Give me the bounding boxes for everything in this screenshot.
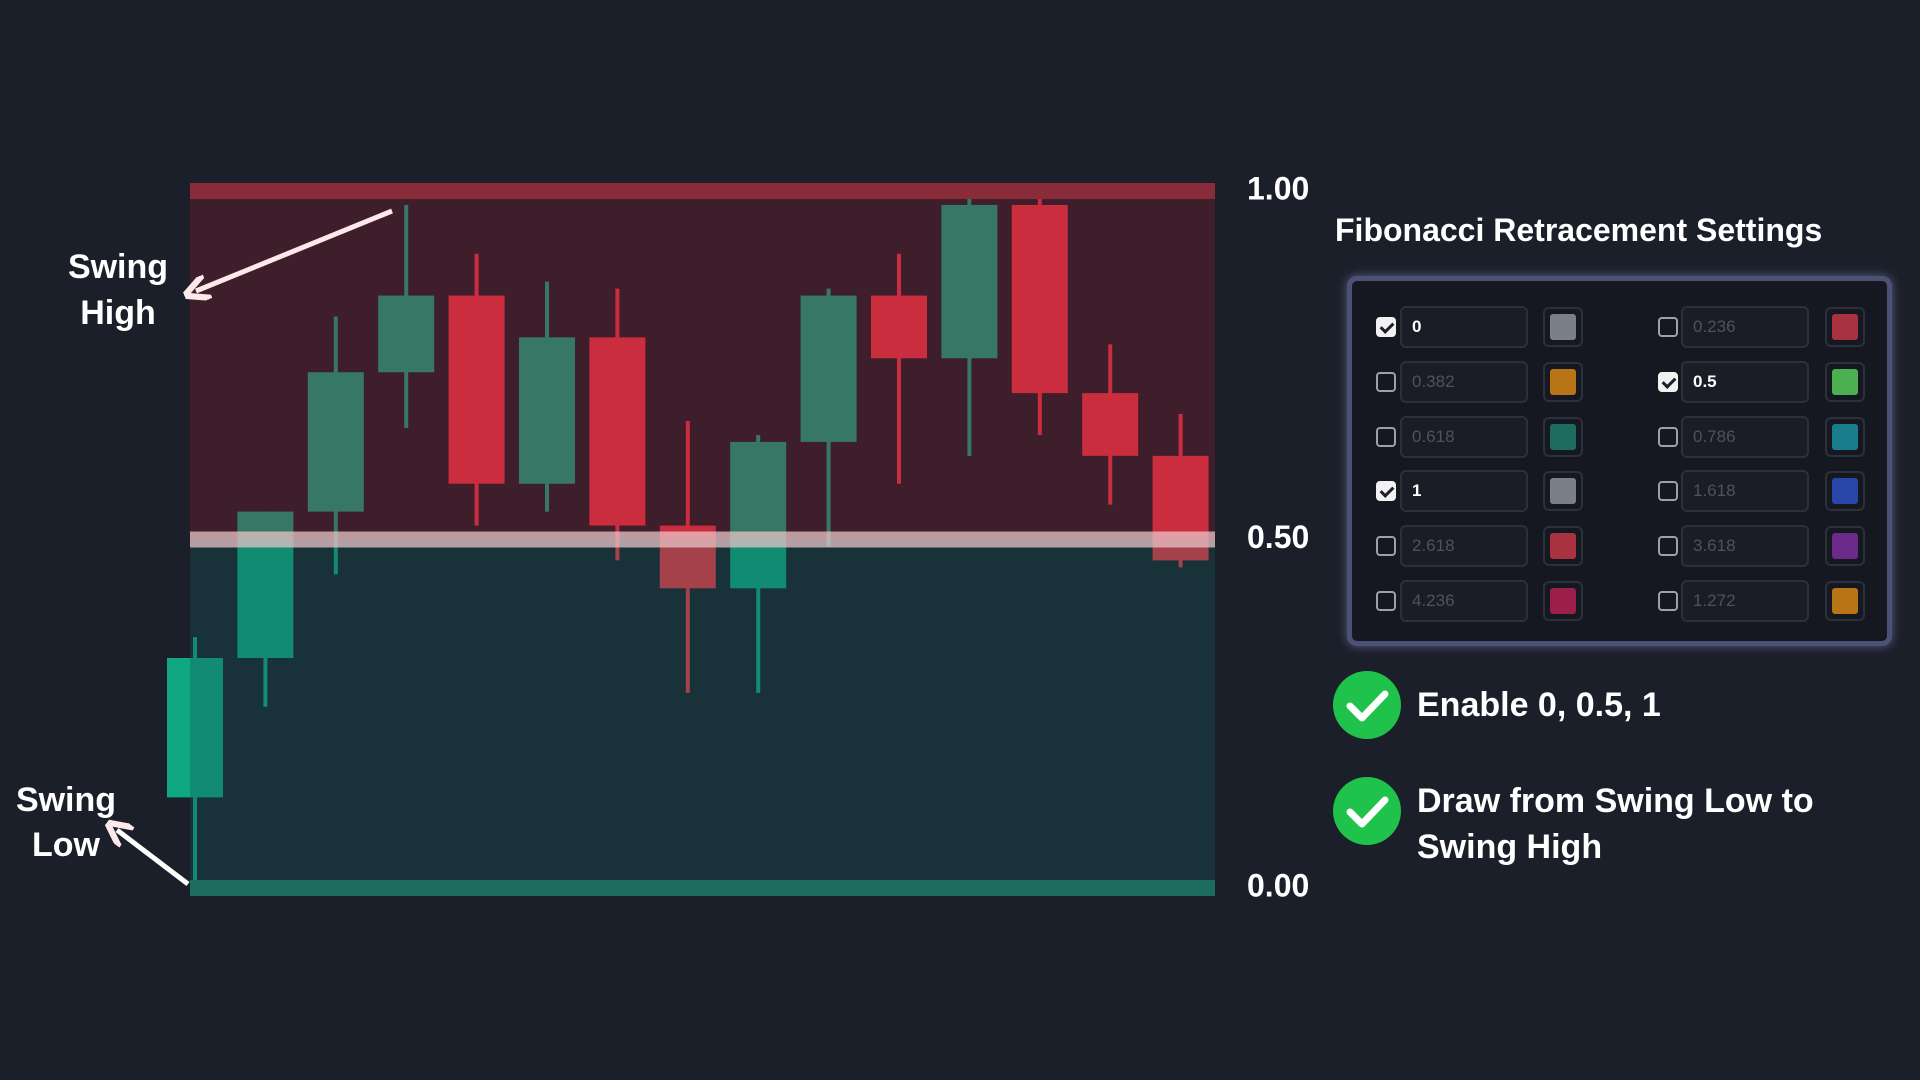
- checkbox[interactable]: [1658, 427, 1678, 447]
- level-input[interactable]: 1.618: [1681, 470, 1809, 512]
- swatch-color: [1832, 588, 1858, 614]
- candle-body: [941, 204, 998, 359]
- fib-zone: [190, 191, 1215, 540]
- annotation: High: [80, 294, 156, 332]
- color-swatch[interactable]: [1543, 581, 1583, 621]
- arrow: [196, 208, 393, 291]
- y-tick-label: 0.00: [1247, 867, 1309, 903]
- color-swatch[interactable]: [1825, 526, 1865, 566]
- annotation: Swing: [68, 248, 168, 286]
- checkbox[interactable]: [1376, 427, 1396, 447]
- level-input[interactable]: 0: [1400, 306, 1528, 348]
- fib-zone: [190, 539, 1215, 888]
- swatch-color: [1550, 424, 1576, 450]
- level-input[interactable]: 4.236: [1400, 580, 1528, 622]
- candle-body: [307, 372, 364, 512]
- level-input[interactable]: 0.5: [1681, 361, 1809, 403]
- swatch-color: [1832, 369, 1858, 395]
- checkbox[interactable]: [1376, 591, 1396, 611]
- checkbox[interactable]: [1376, 317, 1396, 337]
- swatch-color: [1832, 424, 1858, 450]
- swatch-color: [1550, 533, 1576, 559]
- color-swatch[interactable]: [1543, 471, 1583, 511]
- y-tick-label: 1.00: [1247, 170, 1309, 206]
- candle-body: [800, 295, 857, 442]
- candle-body: [519, 337, 575, 484]
- arrow: [117, 830, 190, 886]
- level-input[interactable]: 3.618: [1681, 525, 1809, 567]
- candle-body: [589, 337, 646, 526]
- level-input[interactable]: 1.272: [1681, 580, 1809, 622]
- checkbox[interactable]: [1376, 481, 1396, 501]
- candle-body: [871, 295, 927, 359]
- settings-panel: 0 0.236 0.382 0.5 0.618 0.786 1 1.618 2.618 3.618…: [1347, 276, 1892, 646]
- level-input[interactable]: 0.786: [1681, 416, 1809, 458]
- color-swatch[interactable]: [1543, 362, 1583, 402]
- checkbox[interactable]: [1658, 481, 1678, 501]
- candle-body: [167, 657, 223, 798]
- candle-body: [1011, 204, 1068, 394]
- candle-body: [1082, 393, 1139, 456]
- swatch-color: [1832, 478, 1858, 504]
- color-swatch[interactable]: [1543, 307, 1583, 347]
- candle-body: [448, 295, 505, 484]
- color-swatch[interactable]: [1543, 526, 1583, 566]
- level-input[interactable]: 0.382: [1400, 361, 1528, 403]
- checkbox[interactable]: [1376, 536, 1396, 556]
- swatch-color: [1832, 533, 1858, 559]
- checkbox[interactable]: [1658, 536, 1678, 556]
- candle-body: [378, 295, 435, 373]
- swatch-color: [1832, 314, 1858, 340]
- level-input[interactable]: 0.618: [1400, 416, 1528, 458]
- level-input[interactable]: 0.236: [1681, 306, 1809, 348]
- annotation: Low: [32, 826, 101, 864]
- checkbox[interactable]: [1376, 372, 1396, 392]
- color-swatch[interactable]: [1825, 362, 1865, 402]
- checkbox[interactable]: [1658, 372, 1678, 392]
- color-swatch[interactable]: [1825, 417, 1865, 457]
- checklist-item: Draw from Swing Low to Swing High: [1417, 782, 1814, 866]
- checklist-item: Enable 0, 0.5, 1: [1417, 686, 1661, 724]
- check-mark: [1346, 690, 1389, 722]
- candle-body: [730, 441, 787, 589]
- check-icon: [1333, 777, 1401, 845]
- check-mark: [1346, 796, 1389, 828]
- check-icon: [1333, 671, 1401, 739]
- level-input[interactable]: 1: [1400, 470, 1528, 512]
- swatch-color: [1550, 478, 1576, 504]
- plot: 0.00 0.50 1.00 Swing High Swing Low: [16, 170, 1309, 903]
- level-input[interactable]: 2.618: [1400, 525, 1528, 567]
- checkbox[interactable]: [1658, 591, 1678, 611]
- y-tick-label: 0.50: [1247, 519, 1309, 555]
- annotation: Swing: [16, 781, 116, 819]
- swatch-color: [1550, 314, 1576, 340]
- color-swatch[interactable]: [1825, 581, 1865, 621]
- color-swatch[interactable]: [1825, 471, 1865, 511]
- swatch-color: [1550, 369, 1576, 395]
- color-swatch[interactable]: [1825, 307, 1865, 347]
- swatch-color: [1550, 588, 1576, 614]
- color-swatch[interactable]: [1543, 417, 1583, 457]
- checkbox[interactable]: [1658, 317, 1678, 337]
- settings-title: Fibonacci Retracement Settings: [1335, 212, 1823, 248]
